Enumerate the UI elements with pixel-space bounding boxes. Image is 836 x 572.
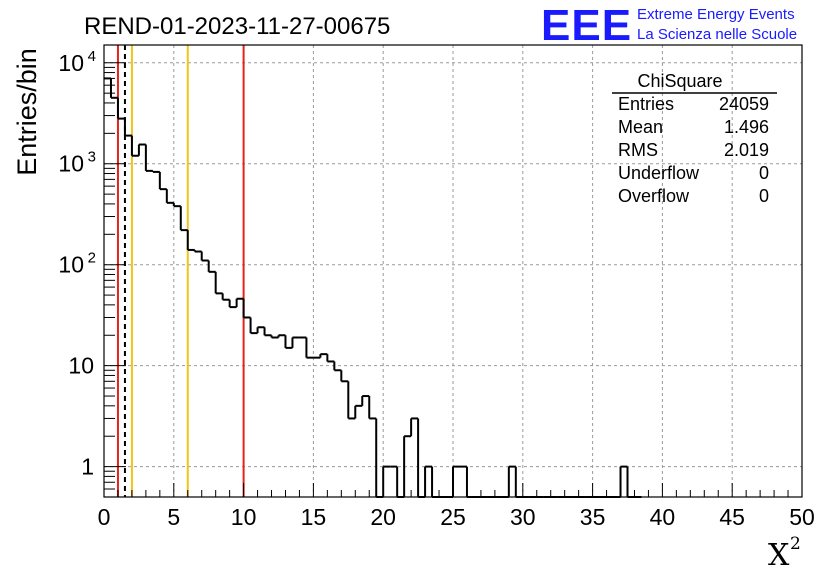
eee-logo: EEE Extreme Energy Events La Scienza nel… <box>541 1 797 50</box>
stats-rows: Entries 24059 Mean 1.496 RMS 2.019 Underflow 0 O… <box>618 94 769 206</box>
stats-value: 1.496 <box>724 117 769 137</box>
y-tick-label: 10 <box>58 252 84 278</box>
y-tick-label-exponent: 4 <box>88 48 96 65</box>
x-tick-labels: 0 5 10 15 20 25 30 35 40 45 50 <box>98 504 815 530</box>
x-tick-label: 30 <box>510 504 536 530</box>
chart-title: REND-01-2023-11-27-00675 <box>84 13 390 40</box>
y-tick-label-exponent: 3 <box>88 149 96 166</box>
y-tick-label: 1 <box>81 454 94 480</box>
histogram-layer <box>104 77 642 498</box>
stats-value: 2.019 <box>724 140 769 160</box>
stats-value: 0 <box>759 163 769 183</box>
x-tick-label: 5 <box>167 504 180 530</box>
x-axis-label: X 2 <box>768 534 801 572</box>
x-axis-label-base: X <box>768 538 790 572</box>
x-tick-label: 20 <box>370 504 396 530</box>
stats-label: RMS <box>618 140 658 160</box>
x-tick-label: 45 <box>719 504 745 530</box>
x-axis-label-superscript: 2 <box>790 534 801 554</box>
x-tick-label: 50 <box>789 504 815 530</box>
logo-line-1: Extreme Energy Events <box>637 6 795 23</box>
tick-layer <box>103 62 803 498</box>
x-tick-label: 15 <box>301 504 327 530</box>
x-tick-label: 10 <box>231 504 257 530</box>
y-tick-label: 10 <box>58 50 84 76</box>
stats-title: ChiSquare <box>637 71 722 91</box>
eee-logo-mark: EEE <box>541 1 632 50</box>
stats-label: Underflow <box>618 163 700 183</box>
stats-label: Entries <box>618 94 674 114</box>
stats-value: 24059 <box>719 94 769 114</box>
y-tick-label: 10 <box>68 353 94 379</box>
x-tick-label: 0 <box>98 504 111 530</box>
y-axis-label: Entries/bin <box>12 48 42 176</box>
reference-lines <box>116 45 245 497</box>
stats-box: ChiSquare Entries 24059 Mean 1.496 RMS 2.019 U… <box>612 71 777 206</box>
stats-label: Mean <box>618 117 663 137</box>
x-tick-label: 25 <box>440 504 466 530</box>
x-tick-label: 35 <box>580 504 606 530</box>
stats-value: 0 <box>759 186 769 206</box>
logo-line-2: La Scienza nelle Scuole <box>637 26 797 43</box>
x-tick-label: 40 <box>650 504 676 530</box>
y-tick-label-exponent: 2 <box>88 250 96 267</box>
y-tick-label: 10 <box>58 151 84 177</box>
stats-label: Overflow <box>618 186 690 206</box>
